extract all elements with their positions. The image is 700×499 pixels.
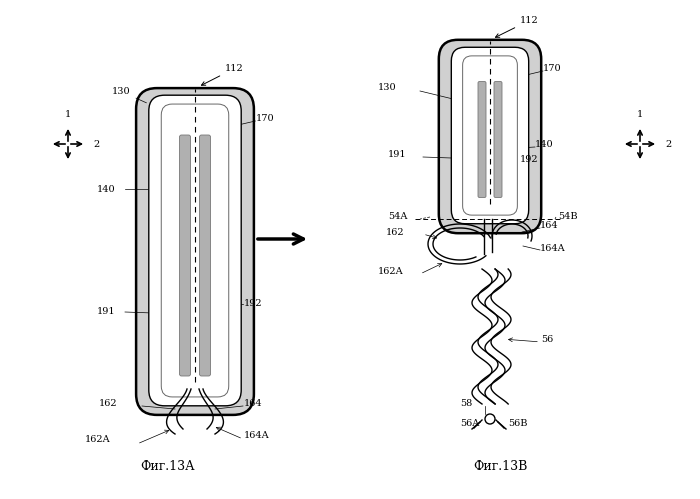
- Text: 2: 2: [93, 140, 99, 149]
- Text: 192: 192: [520, 155, 538, 164]
- FancyBboxPatch shape: [179, 135, 190, 376]
- Text: 56B: 56B: [508, 420, 528, 429]
- FancyBboxPatch shape: [149, 95, 242, 406]
- Text: 130: 130: [112, 87, 146, 103]
- Text: 140: 140: [97, 185, 116, 194]
- Text: 140: 140: [535, 140, 554, 149]
- FancyBboxPatch shape: [494, 81, 502, 198]
- Text: Фиг.13В: Фиг.13В: [473, 461, 527, 474]
- Text: 164A: 164A: [540, 244, 566, 252]
- Text: 54B: 54B: [558, 212, 577, 221]
- Text: 170: 170: [543, 63, 561, 72]
- Text: 162: 162: [99, 400, 118, 409]
- Text: 162A: 162A: [378, 267, 404, 276]
- Text: 191: 191: [388, 150, 407, 159]
- Text: 112: 112: [496, 16, 539, 37]
- Text: 162A: 162A: [85, 436, 111, 445]
- FancyBboxPatch shape: [161, 104, 229, 397]
- Text: 191: 191: [97, 307, 116, 316]
- Text: 56: 56: [541, 335, 553, 344]
- FancyBboxPatch shape: [439, 40, 541, 233]
- Text: 170: 170: [256, 113, 274, 122]
- Text: 1: 1: [65, 110, 71, 119]
- Text: 58: 58: [460, 399, 473, 408]
- FancyBboxPatch shape: [463, 56, 517, 215]
- Text: 56A: 56A: [460, 420, 480, 429]
- Text: 192: 192: [244, 299, 262, 308]
- FancyBboxPatch shape: [478, 81, 486, 198]
- Text: 54A: 54A: [388, 212, 407, 221]
- Text: 1: 1: [637, 110, 643, 119]
- Text: 2: 2: [665, 140, 671, 149]
- Text: 164: 164: [540, 221, 559, 230]
- Text: 162: 162: [386, 228, 405, 237]
- Text: 164A: 164A: [244, 432, 270, 441]
- FancyBboxPatch shape: [199, 135, 211, 376]
- Text: Фиг.13А: Фиг.13А: [141, 461, 195, 474]
- Text: 130: 130: [378, 82, 397, 91]
- FancyBboxPatch shape: [136, 88, 254, 415]
- FancyBboxPatch shape: [452, 47, 528, 224]
- Text: 112: 112: [202, 64, 244, 85]
- Text: 164: 164: [244, 400, 262, 409]
